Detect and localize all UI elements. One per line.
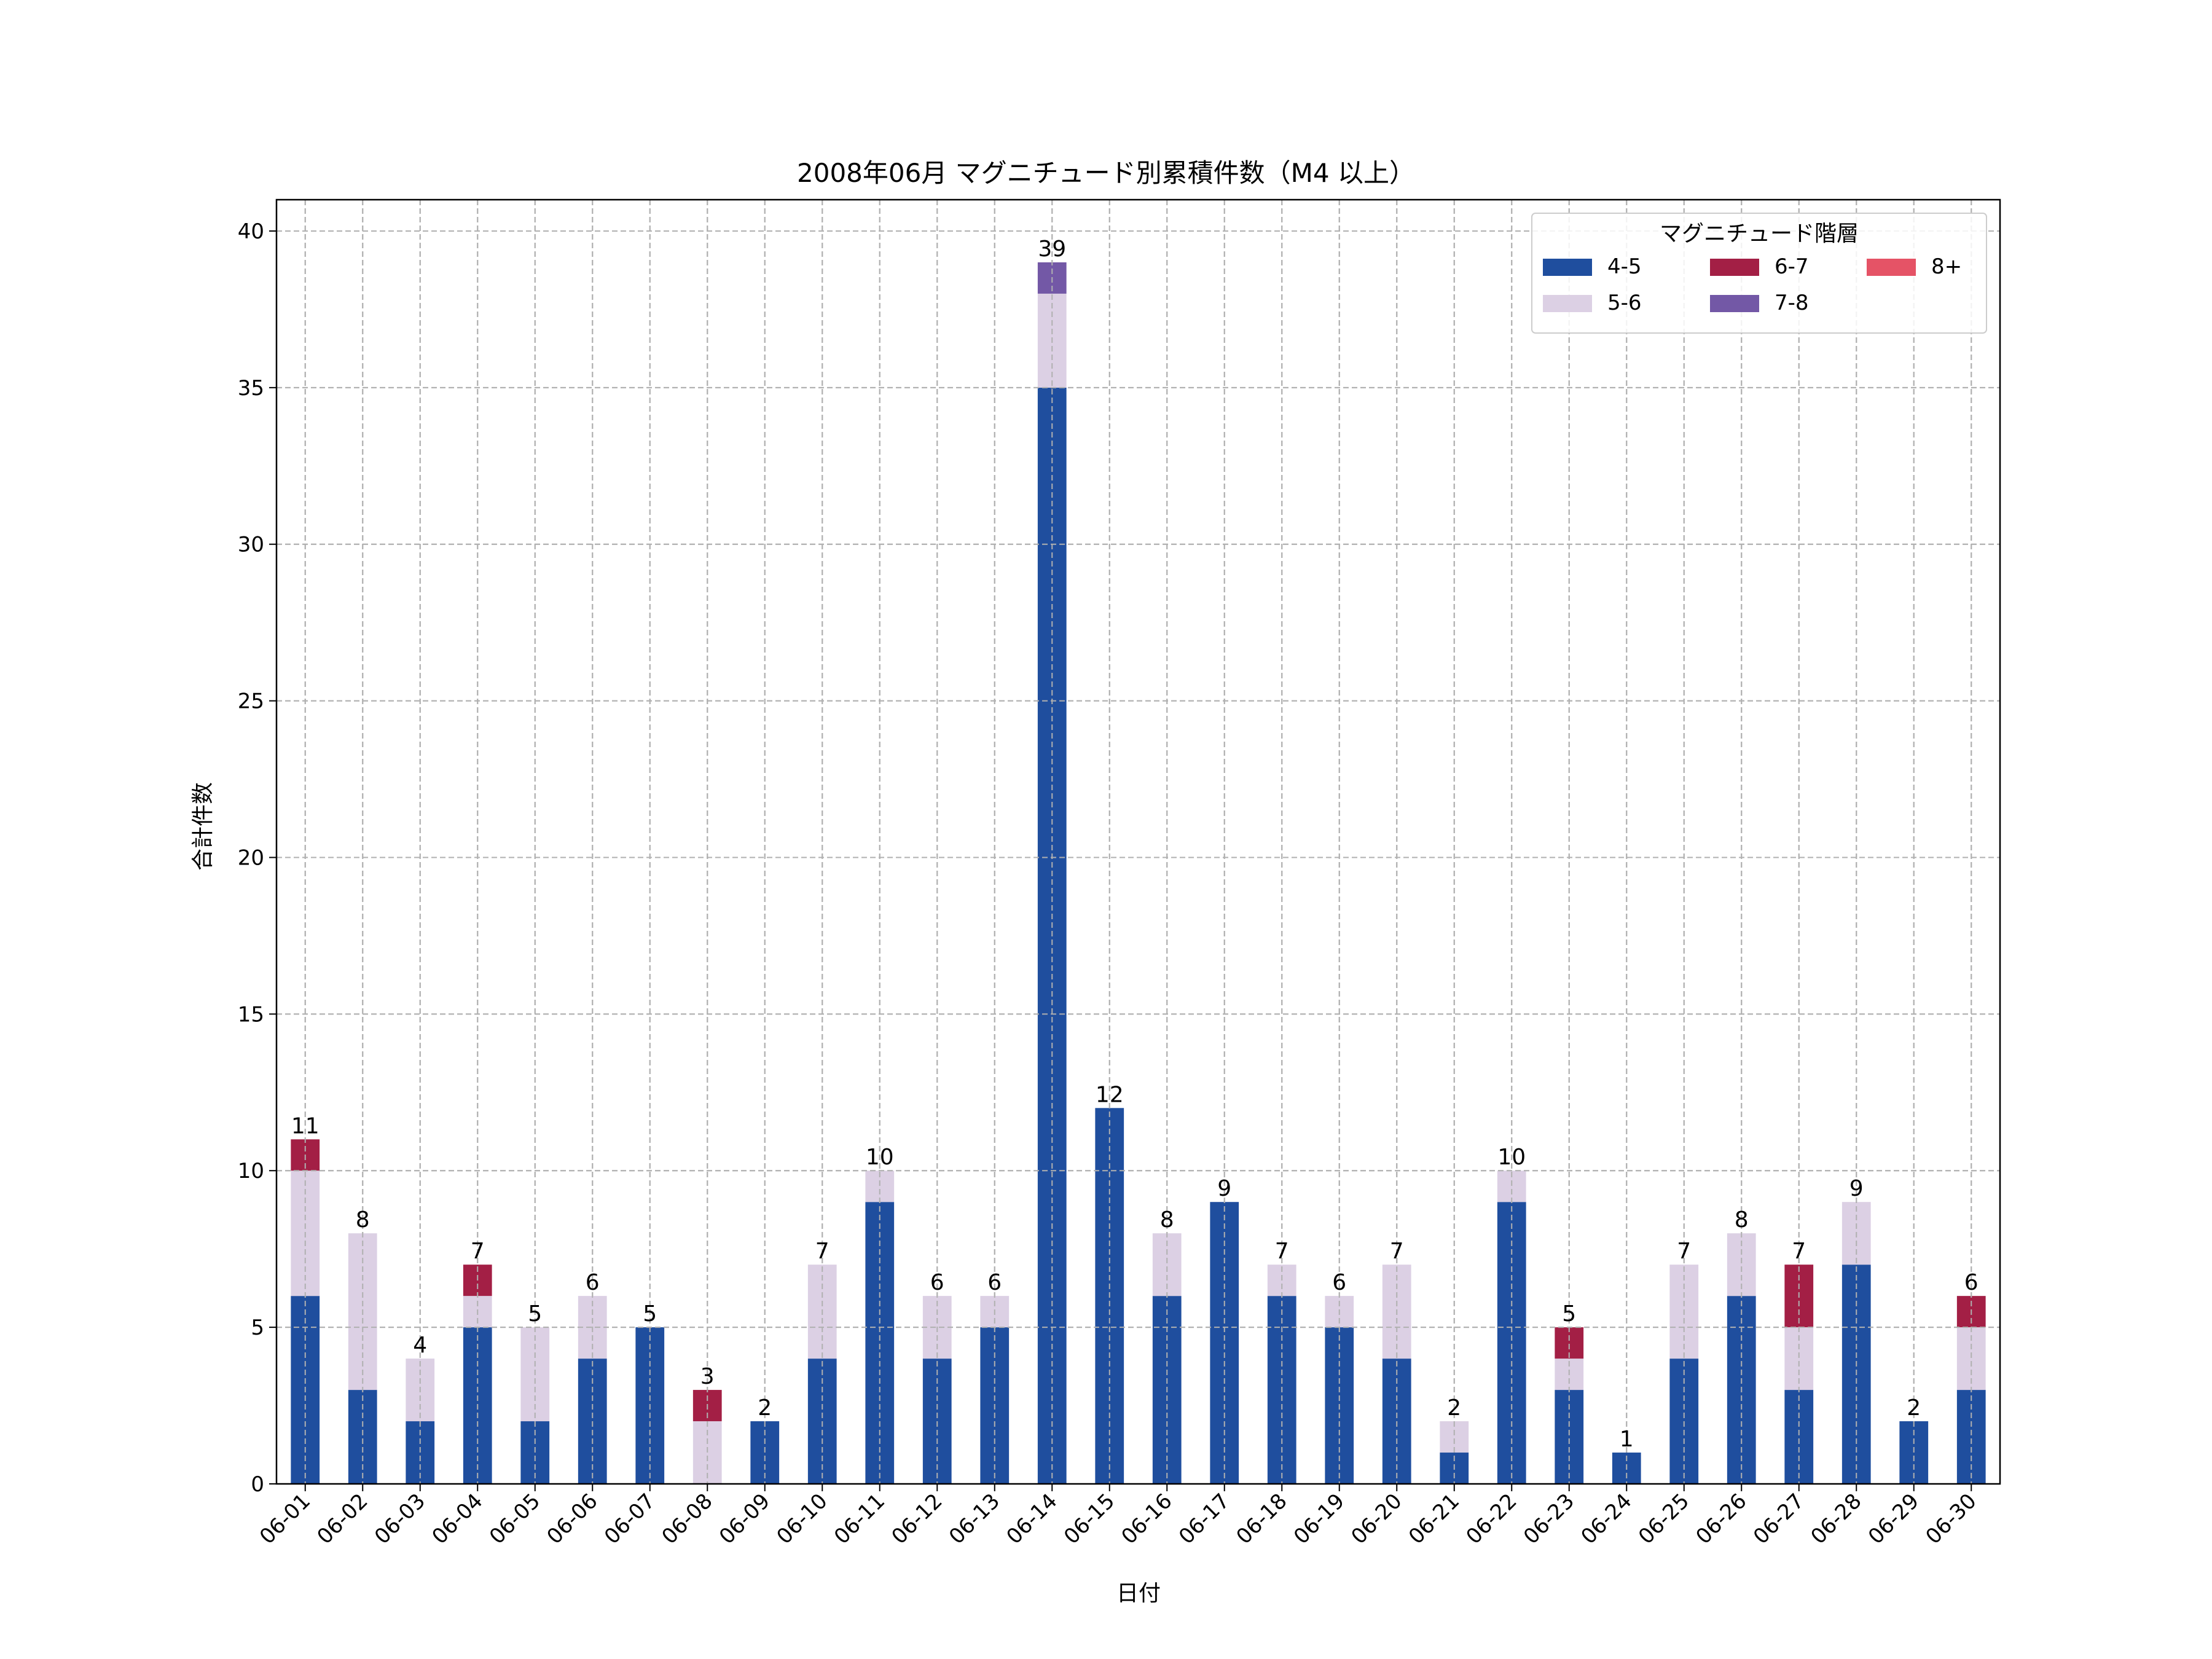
- legend-entry-label: 8+: [1931, 254, 1962, 279]
- y-tick-label: 25: [238, 689, 264, 714]
- grid-overlay: [276, 200, 2000, 1484]
- bar-total-label: 2: [1447, 1395, 1461, 1421]
- y-tick-label: 15: [238, 1002, 264, 1027]
- y-tick-label: 35: [238, 376, 264, 401]
- legend-entry-label: 6-7: [1775, 254, 1809, 279]
- bar-total-label: 6: [930, 1270, 944, 1295]
- bar-total-label: 6: [1964, 1270, 1979, 1295]
- bar-total-label: 7: [1792, 1239, 1806, 1264]
- bar-total-label: 6: [1332, 1270, 1346, 1295]
- legend-swatch: [1867, 259, 1916, 276]
- bar-total-label: 7: [471, 1239, 485, 1264]
- bar-total-label: 12: [1096, 1082, 1124, 1107]
- bar-total-label: 8: [1160, 1207, 1174, 1233]
- legend-swatch: [1543, 259, 1592, 276]
- bar-segment: [865, 1202, 895, 1484]
- y-tick-label: 20: [238, 845, 264, 870]
- bar-segment: [1210, 1202, 1239, 1484]
- bar-total-label: 4: [413, 1333, 427, 1358]
- bar-total-label: 11: [291, 1113, 320, 1139]
- bar-total-label: 9: [1849, 1176, 1864, 1201]
- bar-total-label: 5: [1562, 1301, 1576, 1327]
- bar-total-label: 8: [356, 1207, 370, 1233]
- bar-total-label: 10: [1497, 1145, 1526, 1170]
- legend-swatch: [1710, 259, 1759, 276]
- plot-frame: [275, 198, 2001, 1485]
- bar-total-label: 39: [1038, 237, 1066, 262]
- bar-total-label: 3: [700, 1364, 715, 1389]
- bar-total-label: 1: [1620, 1427, 1634, 1452]
- y-tick-label: 10: [238, 1159, 264, 1183]
- y-axis-ticks: 0 5 10 15 20 25 30 35 40: [238, 219, 276, 1497]
- y-tick-label: 0: [251, 1472, 264, 1497]
- legend-swatch: [1543, 295, 1592, 312]
- legend-swatch: [1710, 295, 1759, 312]
- bar-total-label: 10: [866, 1145, 894, 1170]
- bar-total-label: 7: [1677, 1239, 1691, 1264]
- bar-total-label: 7: [1390, 1239, 1404, 1264]
- y-tick-label: 40: [238, 219, 264, 244]
- y-tick-label: 30: [238, 533, 264, 557]
- bar-total-label: 7: [815, 1239, 830, 1264]
- y-tick-label: 5: [251, 1316, 264, 1340]
- legend: マグニチュード階層 4-5 5-6 6-7 7-8 8+: [1531, 213, 1987, 334]
- legend-entry-label: 5-6: [1607, 291, 1642, 315]
- legend-title: マグニチュード階層: [1660, 221, 1859, 246]
- bar-total-label: 6: [586, 1270, 600, 1295]
- legend-entry-label: 4-5: [1607, 254, 1642, 279]
- bar-total-label: 5: [528, 1301, 542, 1327]
- bar-total-label: 2: [758, 1395, 772, 1421]
- bar-total-label: 8: [1735, 1207, 1749, 1233]
- y-axis-label: 合計件数: [190, 782, 216, 871]
- chart-title: 2008年06月 マグニチュード別累積件数（M4 以上）: [797, 158, 1415, 188]
- legend-entry-label: 7-8: [1775, 291, 1809, 315]
- bar-total-label: 6: [987, 1270, 1002, 1295]
- bar-total-label: 9: [1217, 1176, 1231, 1201]
- bar-total-label: 5: [643, 1301, 657, 1327]
- bar-total-label: 7: [1275, 1239, 1289, 1264]
- x-axis-label: 日付: [1116, 1581, 1161, 1606]
- bar-segment: [1497, 1202, 1526, 1484]
- bar-total-label: 2: [1907, 1395, 1921, 1421]
